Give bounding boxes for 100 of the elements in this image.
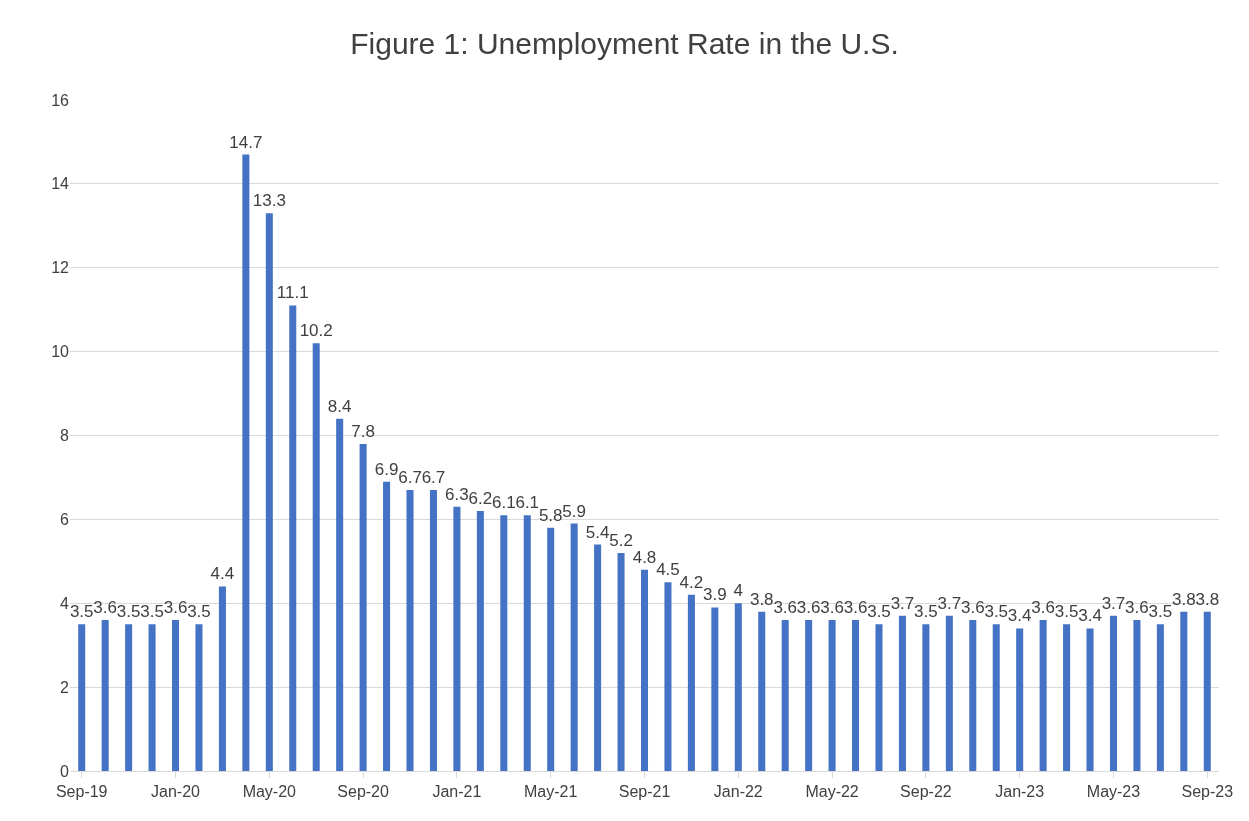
x-tick-label: May-23 xyxy=(1086,783,1141,801)
data-label: 5.9 xyxy=(562,501,586,521)
bar xyxy=(1063,624,1071,771)
data-label: 3.8 xyxy=(749,589,774,609)
bar xyxy=(922,624,930,771)
bar xyxy=(687,594,695,771)
chart-title: Figure 1: Unemployment Rate in the U.S. xyxy=(350,26,899,60)
bar xyxy=(805,620,813,771)
bar xyxy=(336,418,344,771)
bar xyxy=(1109,615,1117,771)
bar xyxy=(898,615,906,771)
bar xyxy=(172,620,180,771)
bar xyxy=(265,213,273,771)
bar xyxy=(78,624,86,771)
bar xyxy=(734,603,742,771)
data-label: 3.4 xyxy=(1078,606,1102,626)
bar xyxy=(195,624,203,771)
bar xyxy=(758,611,766,771)
x-tick-label: Sep-19 xyxy=(55,783,108,801)
bar xyxy=(1016,628,1024,771)
x-tick-label: May-20 xyxy=(242,783,297,801)
y-tick-label: 12 xyxy=(51,259,70,277)
bar xyxy=(523,515,531,771)
bar xyxy=(969,620,977,771)
x-tick-label: Jan-22 xyxy=(713,783,763,801)
data-label: 3.6 xyxy=(843,598,868,618)
data-label: 6.1 xyxy=(515,493,540,513)
bar xyxy=(594,544,602,771)
data-label: 3.8 xyxy=(1172,589,1196,609)
data-label: 3.6 xyxy=(1125,598,1149,618)
bar xyxy=(289,305,297,771)
data-label: 4.4 xyxy=(210,564,235,584)
data-label: 3.5 xyxy=(69,602,94,622)
data-label: 3.6 xyxy=(796,598,821,618)
bar xyxy=(383,481,391,771)
y-tick-label: 0 xyxy=(60,762,70,780)
data-label: 6.2 xyxy=(468,488,493,508)
bar xyxy=(640,569,649,771)
x-tick-label: May-22 xyxy=(805,783,859,801)
data-label: 6.3 xyxy=(445,484,469,504)
data-label: 3.5 xyxy=(1148,602,1173,622)
y-tick-label: 14 xyxy=(51,175,70,193)
bar xyxy=(828,620,836,771)
bar xyxy=(406,490,414,771)
x-tick-label: Jan-20 xyxy=(151,783,201,801)
data-label: 3.5 xyxy=(187,602,211,622)
data-label: 4.2 xyxy=(679,572,704,592)
data-label: 3.6 xyxy=(93,598,117,618)
bar xyxy=(453,506,461,771)
bar xyxy=(711,607,719,771)
data-label: 3.6 xyxy=(1031,598,1055,618)
bar xyxy=(664,582,672,771)
bar xyxy=(1039,620,1047,771)
bar xyxy=(429,490,437,771)
data-label: 3.5 xyxy=(1054,602,1079,622)
data-label: 3.4 xyxy=(1007,606,1032,626)
bar xyxy=(1180,611,1188,771)
data-label: 3.6 xyxy=(960,598,985,618)
data-label: 4.5 xyxy=(656,560,680,580)
data-label: 10.2 xyxy=(299,321,333,341)
bar xyxy=(125,624,133,771)
bar xyxy=(992,624,1000,771)
data-label: 3.6 xyxy=(820,598,844,618)
data-label: 3.6 xyxy=(773,598,798,618)
bar xyxy=(218,586,226,771)
y-tick-label: 2 xyxy=(60,678,70,696)
data-label: 3.7 xyxy=(937,593,962,613)
y-tick-label: 4 xyxy=(60,594,70,612)
bar xyxy=(101,620,109,771)
x-tick-label: Jan-23 xyxy=(995,783,1045,801)
bar xyxy=(547,527,555,771)
bar xyxy=(875,624,883,771)
data-label: 7.8 xyxy=(351,421,375,441)
bar xyxy=(242,154,250,771)
data-label: 3.5 xyxy=(984,602,1009,622)
data-label: 3.5 xyxy=(140,602,164,622)
data-label: 8.4 xyxy=(327,396,352,416)
data-label: 6.7 xyxy=(421,468,446,488)
bar xyxy=(148,624,156,771)
data-label: 4.8 xyxy=(632,547,657,567)
x-tick-label: Sep-22 xyxy=(900,783,952,801)
bar xyxy=(500,515,508,771)
data-label: 11.1 xyxy=(276,283,309,303)
data-label: 3.6 xyxy=(163,598,188,618)
bar xyxy=(1086,628,1094,771)
bar xyxy=(1133,620,1141,771)
data-label: 5.8 xyxy=(538,505,563,525)
data-label: 6.7 xyxy=(398,468,422,488)
y-tick-label: 6 xyxy=(60,510,70,528)
data-label: 3.7 xyxy=(1101,593,1126,613)
data-label: 5.2 xyxy=(609,530,633,550)
data-label: 3.5 xyxy=(867,602,891,622)
bar xyxy=(852,620,860,771)
bar xyxy=(359,443,367,771)
bar xyxy=(945,615,953,771)
bar xyxy=(781,620,789,771)
bar xyxy=(476,510,484,771)
bar xyxy=(617,552,625,771)
bar xyxy=(1156,624,1164,771)
data-label: 13.3 xyxy=(252,191,286,211)
